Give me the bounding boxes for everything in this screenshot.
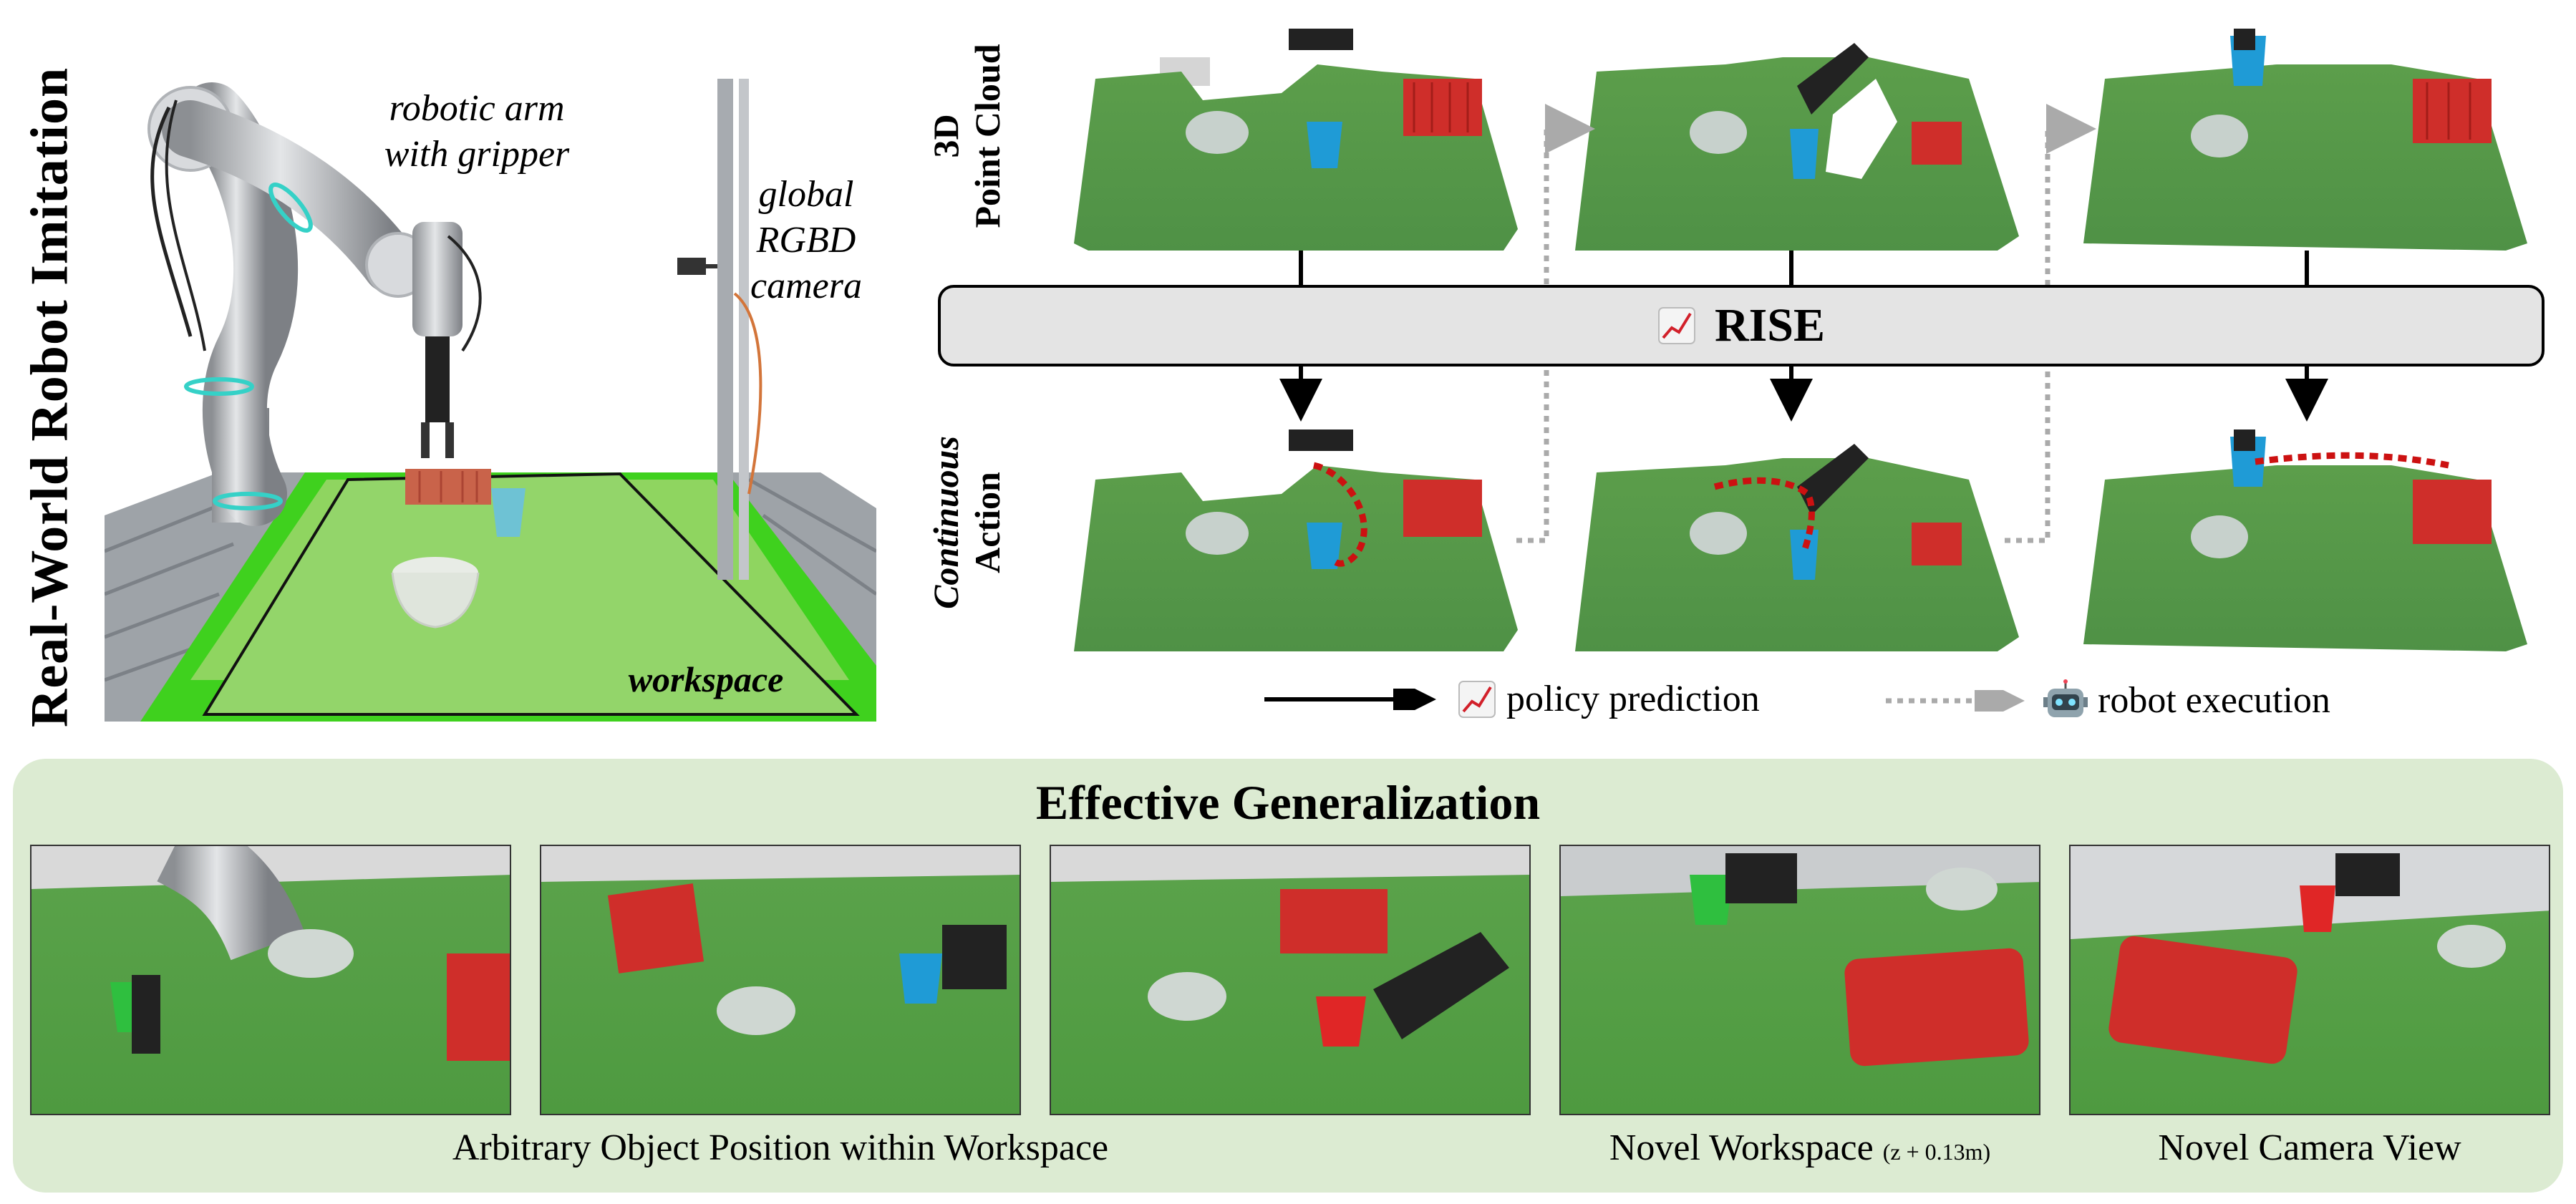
- caption-novel-workspace: Novel Workspace (z + 0.13m): [1559, 1127, 2040, 1169]
- point-cloud-1: [1074, 29, 1518, 251]
- workspace-outline: [202, 472, 860, 716]
- caption-novel-workspace-note: (z + 0.13m): [1882, 1139, 1991, 1165]
- scene-shot-1: [30, 845, 511, 1115]
- camera-caption: global RGBD camera: [735, 172, 876, 309]
- predicted-trajectory: [2255, 452, 2449, 469]
- caption-novel-camera: Novel Camera View: [2158, 1127, 2461, 1168]
- robot-setup-photo: robotic arm with gripper global RGBD cam…: [105, 50, 876, 722]
- workspace-label: workspace: [628, 659, 784, 699]
- arm-caption-line2: with gripper: [384, 134, 570, 175]
- rise-model-bar: RISE: [938, 285, 2544, 366]
- caption-arbitrary-position: Arbitrary Object Position within Workspa…: [452, 1127, 1109, 1168]
- rise-model-name: RISE: [1714, 299, 1826, 351]
- action-cloud-3: [2083, 429, 2527, 651]
- arm-caption: robotic arm with gripper: [334, 86, 620, 178]
- arm-caption-line1: robotic arm: [389, 88, 565, 129]
- camera-caption-line2: RGBD: [756, 220, 856, 261]
- legend-policy-label: policy prediction: [1506, 679, 1760, 719]
- rgbd-camera: [677, 258, 706, 275]
- bowl-object: [391, 572, 480, 628]
- dotted-arrow-icon: [1886, 690, 2025, 712]
- chart-increasing-icon: [1458, 681, 1496, 718]
- chart-increasing-icon: [1657, 307, 1695, 344]
- scene-shot-5: [2069, 845, 2550, 1115]
- legend-policy: policy prediction: [1262, 674, 1760, 724]
- robot-setup-illustration: [105, 50, 876, 722]
- caption-novel-workspace-text: Novel Workspace: [1609, 1127, 1874, 1168]
- legend-execution: robot execution: [1883, 676, 2330, 726]
- robot-face-icon: [2043, 679, 2088, 717]
- point-cloud-2: [1575, 43, 2019, 251]
- solid-arrow-icon: [1264, 689, 1436, 710]
- scene-shot-3: [1050, 845, 1531, 1115]
- predicted-trajectory: [1312, 462, 1367, 567]
- predicted-trajectory: [1713, 477, 1815, 553]
- pipeline-arrows: [1279, 104, 2328, 543]
- cup-object: [491, 488, 526, 537]
- generalization-title: Effective Generalization: [1035, 775, 1541, 830]
- camera-caption-line3: camera: [750, 266, 862, 306]
- legend-execution-label: robot execution: [2098, 680, 2330, 721]
- scene-shot-4: [1559, 845, 2040, 1115]
- camera-caption-line1: global: [758, 174, 854, 215]
- point-cloud-3: [2083, 29, 2527, 251]
- rise-label: RISE: [941, 288, 2542, 364]
- action-cloud-2: [1575, 444, 2019, 651]
- action-cloud-1: [1074, 429, 1518, 651]
- scene-shot-2: [540, 845, 1021, 1115]
